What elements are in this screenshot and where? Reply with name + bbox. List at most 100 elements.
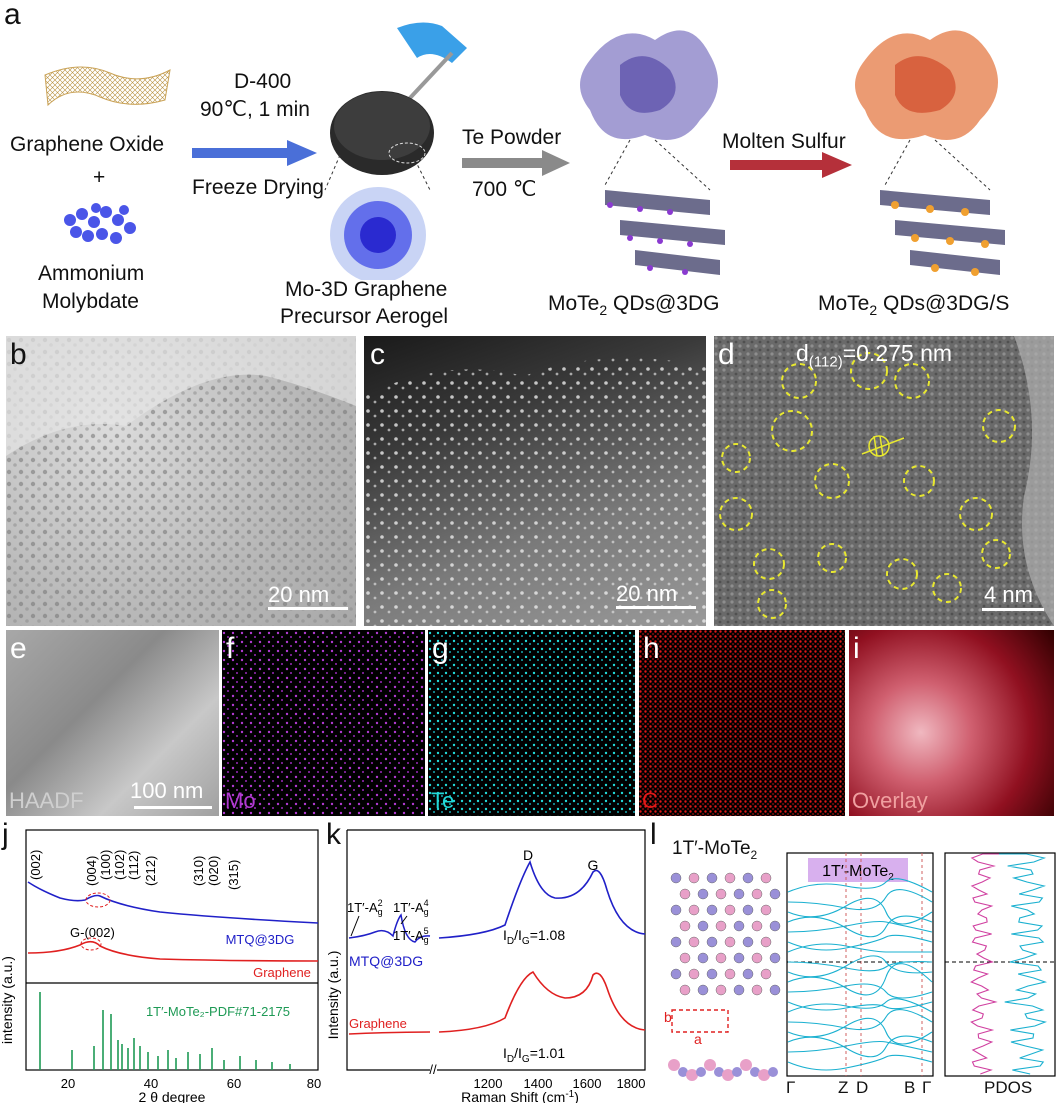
- reference-pdf-bars: [39, 992, 291, 1070]
- step1-arrow: [192, 140, 317, 166]
- peak-label-212: (212): [143, 856, 158, 886]
- series-mtq-3dg-line: [27, 881, 319, 924]
- pdos-curve-mo: [970, 853, 999, 1075]
- d-spacing-text: d(112)=0.275 nm: [796, 340, 953, 371]
- ammonium-text: Ammonium: [38, 262, 145, 285]
- series-mtq-label: MTQ@3DG: [349, 953, 423, 969]
- peak-G-label: G: [588, 857, 599, 873]
- panel-k-ylabel: Intensity (a.u.): [325, 951, 341, 1040]
- atom: [706, 904, 718, 916]
- atom: [715, 952, 727, 964]
- xtick-20: 20: [61, 1076, 75, 1091]
- atom: [714, 1067, 724, 1077]
- a2-label: 1T′-A2 g: [347, 898, 383, 917]
- plus-sign: +: [93, 166, 106, 189]
- atom: [706, 872, 718, 884]
- band-line: [787, 943, 932, 953]
- peak-label-315: (315): [226, 860, 241, 890]
- molybdate-text: Molybdate: [42, 290, 139, 313]
- panel-i-name: Overlay: [852, 788, 928, 813]
- panel-j-frame: [25, 829, 319, 1071]
- panel-e-scalebar: [134, 806, 212, 809]
- band-line: [787, 878, 933, 893]
- atom: [724, 904, 736, 916]
- xtick-1800: 1800: [617, 1076, 646, 1091]
- atom: [670, 872, 682, 884]
- kpoint-b: B: [904, 1078, 916, 1097]
- panel-g-label: g: [432, 632, 449, 665]
- panel-l-title: 1T′-MoTe2: [672, 838, 758, 862]
- step2-te-powder-text: Te Powder: [462, 126, 562, 149]
- atom: [715, 888, 727, 900]
- precursor-text-line2: Precursor Aerogel: [280, 305, 449, 328]
- peak-label-310: (310): [191, 856, 206, 886]
- panel-b-label: b: [10, 338, 27, 371]
- atom: [760, 936, 772, 948]
- band-line: [787, 983, 933, 999]
- atom: [769, 984, 781, 996]
- atom: [733, 920, 745, 932]
- peak-D-label: D: [523, 847, 533, 863]
- aerogel-photo: [330, 22, 467, 175]
- band-line: [787, 934, 933, 951]
- ammonium-molybdate-spheres: [64, 203, 136, 244]
- panel-k-frame: [346, 829, 646, 1071]
- atom: [715, 984, 727, 996]
- atom: [742, 872, 754, 884]
- panel-e-haadf-map: e HAADF 100 nm: [6, 630, 219, 816]
- atom: [688, 936, 700, 948]
- panel-i-label: i: [853, 632, 860, 665]
- axis-break: //: [429, 1062, 437, 1077]
- atom: [706, 936, 718, 948]
- product2-label: MoTe2 QDs@3DG/S: [818, 292, 1010, 319]
- panel-b-scalebar: [268, 607, 348, 610]
- panel-c-label: c: [370, 338, 385, 371]
- peak-label-112: (112): [126, 851, 141, 880]
- atom: [686, 1069, 698, 1081]
- kpoint-z: Z: [838, 1078, 849, 1097]
- step3-molten-sulfur-text: Molten Sulfur: [722, 130, 846, 153]
- xtick-1600: 1600: [573, 1076, 602, 1091]
- band-title: 1T′-MoTe2: [822, 863, 894, 883]
- band-line: [787, 1035, 933, 1058]
- panel-h-c-map: h C: [639, 630, 845, 816]
- product1-label: MoTe2 QDs@3DG: [548, 292, 720, 319]
- atom: [724, 968, 736, 980]
- quantum-dot-circles: [719, 352, 1016, 619]
- band-lines: [787, 878, 933, 1071]
- id-ig-ratio-graphene: ID/IG=1.01: [503, 1045, 565, 1065]
- peak-label-002: (002): [28, 850, 43, 880]
- a5-label: 1T′-A5 g: [393, 926, 429, 945]
- xtick-40: 40: [144, 1076, 158, 1091]
- panel-j-ylabel: intensity (a.u.): [0, 956, 15, 1044]
- band-line: [787, 1040, 933, 1053]
- panel-h-label: h: [643, 632, 660, 665]
- atom: [697, 888, 709, 900]
- step3-arrow: [730, 152, 852, 178]
- atom: [742, 936, 754, 948]
- peak-label-004: (004): [84, 856, 99, 886]
- graphene-oxide-sheet-illustration: [44, 66, 171, 107]
- band-line: [787, 961, 933, 972]
- atom: [732, 1067, 742, 1077]
- atom: [688, 968, 700, 980]
- peak-label-020: (020): [206, 856, 221, 886]
- panel-j-xlabel: 2 θ degree: [139, 1089, 206, 1103]
- atom: [697, 984, 709, 996]
- kpoint-gamma-2: Γ: [922, 1078, 932, 1097]
- series-mtq-high: [438, 859, 646, 939]
- step1-temp-text: 90℃, 1 min: [200, 98, 310, 121]
- band-line: [787, 915, 933, 938]
- panel-j-peak-labels: (002) (004) (100) (102) (112) (212) (310…: [28, 850, 241, 890]
- atom: [704, 1059, 716, 1071]
- atom: [733, 984, 745, 996]
- panel-l-label: l: [650, 818, 657, 851]
- panel-i-overlay-map: i Overlay: [849, 630, 1054, 816]
- atom: [715, 920, 727, 932]
- panel-g-te-map: g Te: [428, 630, 635, 816]
- panel-j-xrd-chart: intensity (a.u.) (002) (004) (100) (102)…: [0, 829, 321, 1103]
- atom: [696, 1067, 706, 1077]
- band-line: [787, 920, 933, 933]
- g002-label: G-(002): [70, 925, 115, 940]
- mote2-3dg-illustration: [580, 30, 725, 275]
